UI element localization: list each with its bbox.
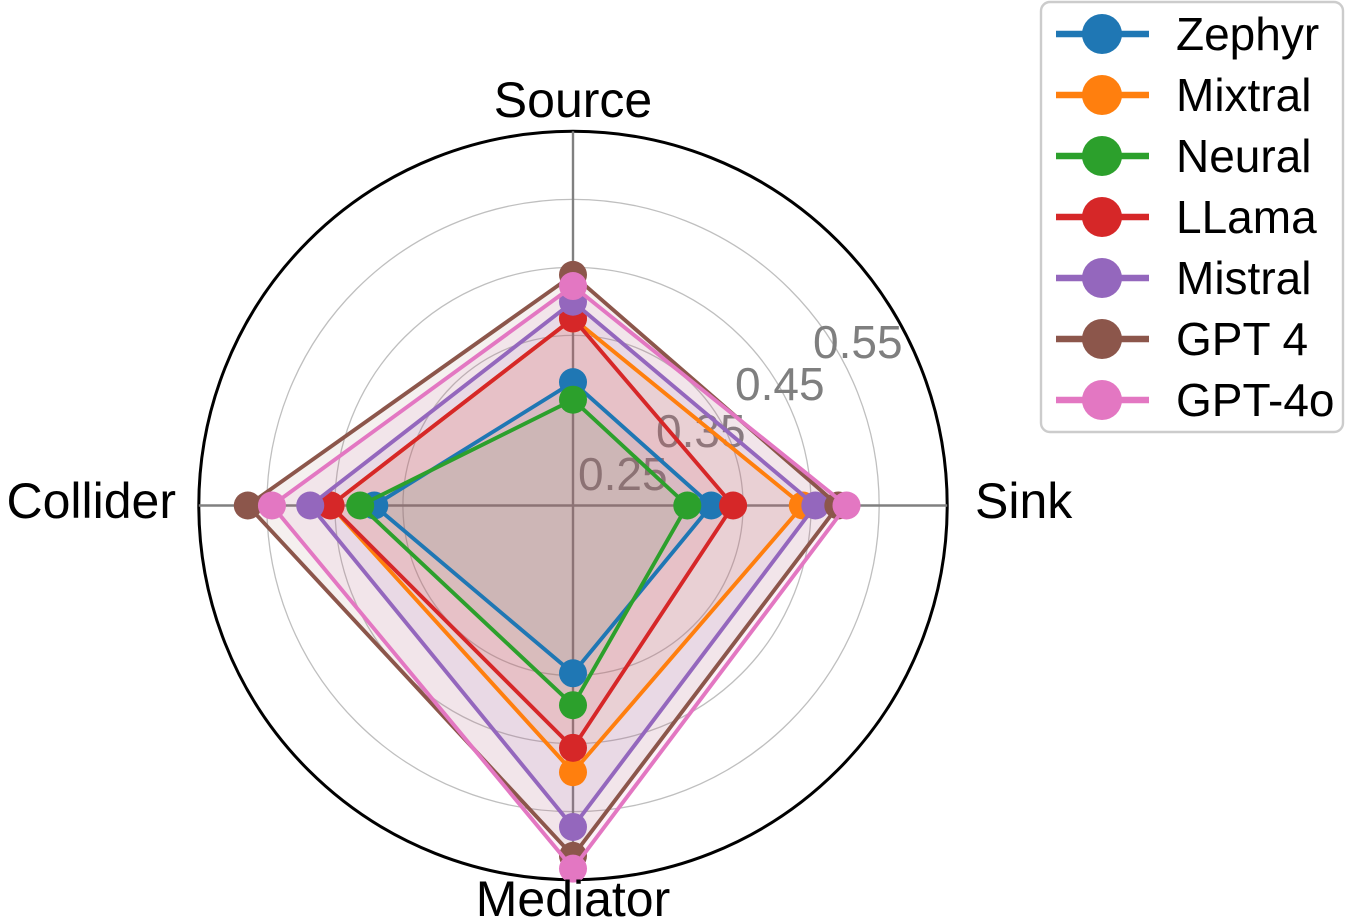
svg-text:Source: Source bbox=[494, 72, 652, 128]
svg-text:Zephyr: Zephyr bbox=[1176, 8, 1319, 60]
svg-text:GPT-4o: GPT-4o bbox=[1176, 374, 1335, 426]
svg-text:GPT 4: GPT 4 bbox=[1176, 313, 1308, 365]
svg-text:Mediator: Mediator bbox=[476, 871, 671, 920]
svg-text:Mistral: Mistral bbox=[1176, 252, 1311, 304]
svg-text:Sink: Sink bbox=[975, 473, 1073, 529]
svg-text:Collider: Collider bbox=[6, 473, 176, 529]
svg-text:Neural: Neural bbox=[1176, 130, 1312, 182]
svg-text:LLama: LLama bbox=[1176, 191, 1317, 243]
svg-text:Mixtral: Mixtral bbox=[1176, 69, 1311, 121]
svg-text:0.45: 0.45 bbox=[735, 358, 825, 410]
svg-text:0.55: 0.55 bbox=[813, 316, 903, 368]
